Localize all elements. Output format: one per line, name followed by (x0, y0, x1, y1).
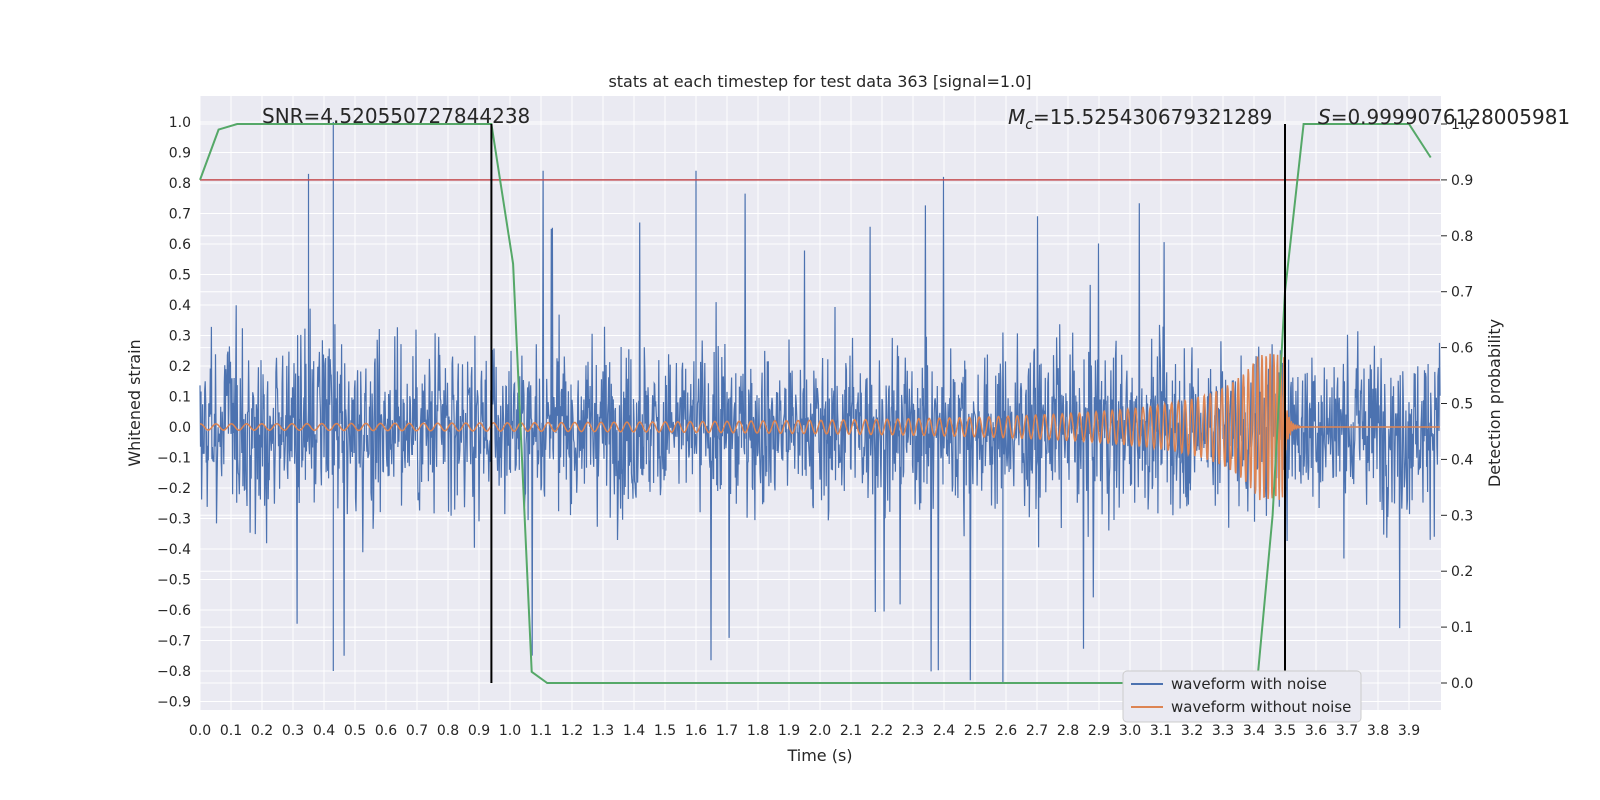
y2-tick-label: 0.3 (1451, 508, 1473, 524)
x-tick-label: 3.2 (1181, 723, 1203, 739)
x-tick-label: 2.9 (1088, 723, 1110, 739)
y-tick-label: 0.7 (169, 207, 191, 223)
x-tick-label: 0.3 (282, 723, 304, 739)
x-tick-label: 3.3 (1212, 723, 1234, 739)
y-tick-label: −0.7 (157, 634, 191, 650)
y-tick-label: −0.6 (157, 603, 191, 619)
y-tick-label: 0.9 (169, 146, 191, 162)
x-tick-label: 2.0 (809, 723, 831, 739)
x-axis-label: Time (s) (786, 746, 852, 765)
y-tick-label: 0.4 (169, 298, 191, 314)
y-tick-label: −0.4 (157, 542, 191, 558)
y2-tick-label: 0.4 (1451, 452, 1473, 468)
y-tick-label: 0.6 (169, 237, 191, 253)
x-tick-label: 1.8 (747, 723, 769, 739)
y-tick-label: −0.5 (157, 573, 191, 589)
x-tick-label: 0.0 (189, 723, 211, 739)
y-tick-label: 0.8 (169, 176, 191, 192)
y-tick-label: 0.2 (169, 359, 191, 375)
x-tick-label: 1.9 (778, 723, 800, 739)
x-tick-label: 2.4 (933, 723, 955, 739)
x-tick-label: 1.6 (685, 723, 707, 739)
legend-label-noisy: waveform with noise (1171, 675, 1327, 693)
x-tick-label: 0.1 (220, 723, 242, 739)
y-tick-label: −0.3 (157, 512, 191, 528)
x-tick-label: 2.1 (840, 723, 862, 739)
x-tick-label: 3.6 (1305, 723, 1327, 739)
x-tick-label: 2.8 (1057, 723, 1079, 739)
x-tick-label: 3.5 (1274, 723, 1296, 739)
y2-tick-label: 0.8 (1451, 229, 1473, 245)
x-tick-label: 3.4 (1243, 723, 1265, 739)
x-tick-label: 0.7 (406, 723, 428, 739)
y-tick-label: −0.2 (157, 481, 191, 497)
x-tick-label: 1.7 (716, 723, 738, 739)
x-tick-label: 0.8 (437, 723, 459, 739)
x-tick-label: 2.5 (964, 723, 986, 739)
x-tick-label: 3.8 (1367, 723, 1389, 739)
x-tick-label: 2.7 (1026, 723, 1048, 739)
x-tick-label: 1.3 (592, 723, 614, 739)
y-tick-label: 0.5 (169, 268, 191, 284)
y2-tick-label: 0.7 (1451, 285, 1473, 301)
x-tick-label: 3.1 (1150, 723, 1172, 739)
score-annotation: S=0.9999076128005981 (1318, 105, 1570, 129)
y-tick-label: −0.1 (157, 451, 191, 467)
x-tick-label: 3.7 (1336, 723, 1358, 739)
x-tick-label: 1.2 (561, 723, 583, 739)
x-tick-label: 0.4 (313, 723, 335, 739)
x-tick-label: 3.0 (1119, 723, 1141, 739)
score-value: =0.9999076128005981 (1331, 105, 1570, 129)
chirp-mass-value: =15.525430679321289 (1033, 105, 1272, 129)
score-symbol: S (1318, 105, 1331, 129)
y2-axis-label: Detection probability (1485, 319, 1504, 487)
y-tick-label: 1.0 (169, 115, 191, 131)
x-tick-label: 2.2 (871, 723, 893, 739)
y2-tick-label: 0.6 (1451, 341, 1473, 357)
y2-tick-label: 0.0 (1451, 676, 1473, 692)
y-axis-label: Whitened strain (125, 339, 144, 466)
x-tick-label: 0.2 (251, 723, 273, 739)
x-tick-label: 1.1 (530, 723, 552, 739)
y-tick-label: −0.8 (157, 664, 191, 680)
x-tick-label: 2.6 (995, 723, 1017, 739)
y2-tick-label: 0.9 (1451, 173, 1473, 189)
y-tick-label: 0.1 (169, 390, 191, 406)
x-tick-label: 0.9 (468, 723, 490, 739)
y2-tick-label: 0.2 (1451, 564, 1473, 580)
x-tick-label: 3.9 (1398, 723, 1420, 739)
x-tick-label: 1.0 (499, 723, 521, 739)
x-tick-label: 0.6 (375, 723, 397, 739)
x-tick-label: 2.3 (902, 723, 924, 739)
chirp-mass-symbol: M (1008, 105, 1025, 129)
legend-label-clean: waveform without noise (1171, 698, 1351, 716)
x-tick-label: 1.4 (623, 723, 645, 739)
y-tick-label: −0.9 (157, 695, 191, 711)
chart-title: stats at each timestep for test data 363… (608, 72, 1031, 91)
snr-annotation: SNR=4.520550727844238 (262, 104, 530, 128)
x-tick-label: 1.5 (654, 723, 676, 739)
y-tick-label: 0.0 (169, 420, 191, 436)
chirp-mass-annotation: Mc=15.525430679321289 (1008, 105, 1272, 133)
legend: waveform with noise waveform without noi… (1123, 671, 1361, 722)
y-tick-label: 0.3 (169, 329, 191, 345)
y2-tick-label: 0.1 (1451, 620, 1473, 636)
y2-tick-label: 0.5 (1451, 397, 1473, 413)
x-tick-label: 0.5 (344, 723, 366, 739)
